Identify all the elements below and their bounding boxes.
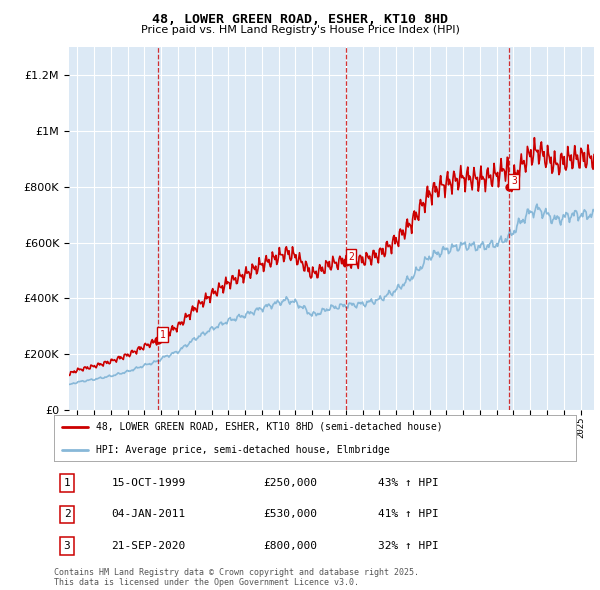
Text: 2: 2	[64, 510, 70, 519]
Text: 32% ↑ HPI: 32% ↑ HPI	[377, 540, 439, 550]
Text: £530,000: £530,000	[263, 510, 317, 519]
Text: 3: 3	[64, 540, 70, 550]
Text: 15-OCT-1999: 15-OCT-1999	[112, 478, 185, 489]
Text: 1: 1	[64, 478, 70, 489]
Text: 3: 3	[511, 176, 517, 186]
Text: 04-JAN-2011: 04-JAN-2011	[112, 510, 185, 519]
Text: 1: 1	[160, 330, 166, 340]
Text: £250,000: £250,000	[263, 478, 317, 489]
Text: 2: 2	[348, 251, 354, 261]
Text: Price paid vs. HM Land Registry's House Price Index (HPI): Price paid vs. HM Land Registry's House …	[140, 25, 460, 35]
Text: 43% ↑ HPI: 43% ↑ HPI	[377, 478, 439, 489]
Text: HPI: Average price, semi-detached house, Elmbridge: HPI: Average price, semi-detached house,…	[96, 445, 389, 455]
Text: Contains HM Land Registry data © Crown copyright and database right 2025.
This d: Contains HM Land Registry data © Crown c…	[54, 568, 419, 587]
Text: 21-SEP-2020: 21-SEP-2020	[112, 540, 185, 550]
Text: £800,000: £800,000	[263, 540, 317, 550]
Text: 48, LOWER GREEN ROAD, ESHER, KT10 8HD (semi-detached house): 48, LOWER GREEN ROAD, ESHER, KT10 8HD (s…	[96, 422, 442, 432]
Text: 41% ↑ HPI: 41% ↑ HPI	[377, 510, 439, 519]
Text: 48, LOWER GREEN ROAD, ESHER, KT10 8HD: 48, LOWER GREEN ROAD, ESHER, KT10 8HD	[152, 13, 448, 26]
